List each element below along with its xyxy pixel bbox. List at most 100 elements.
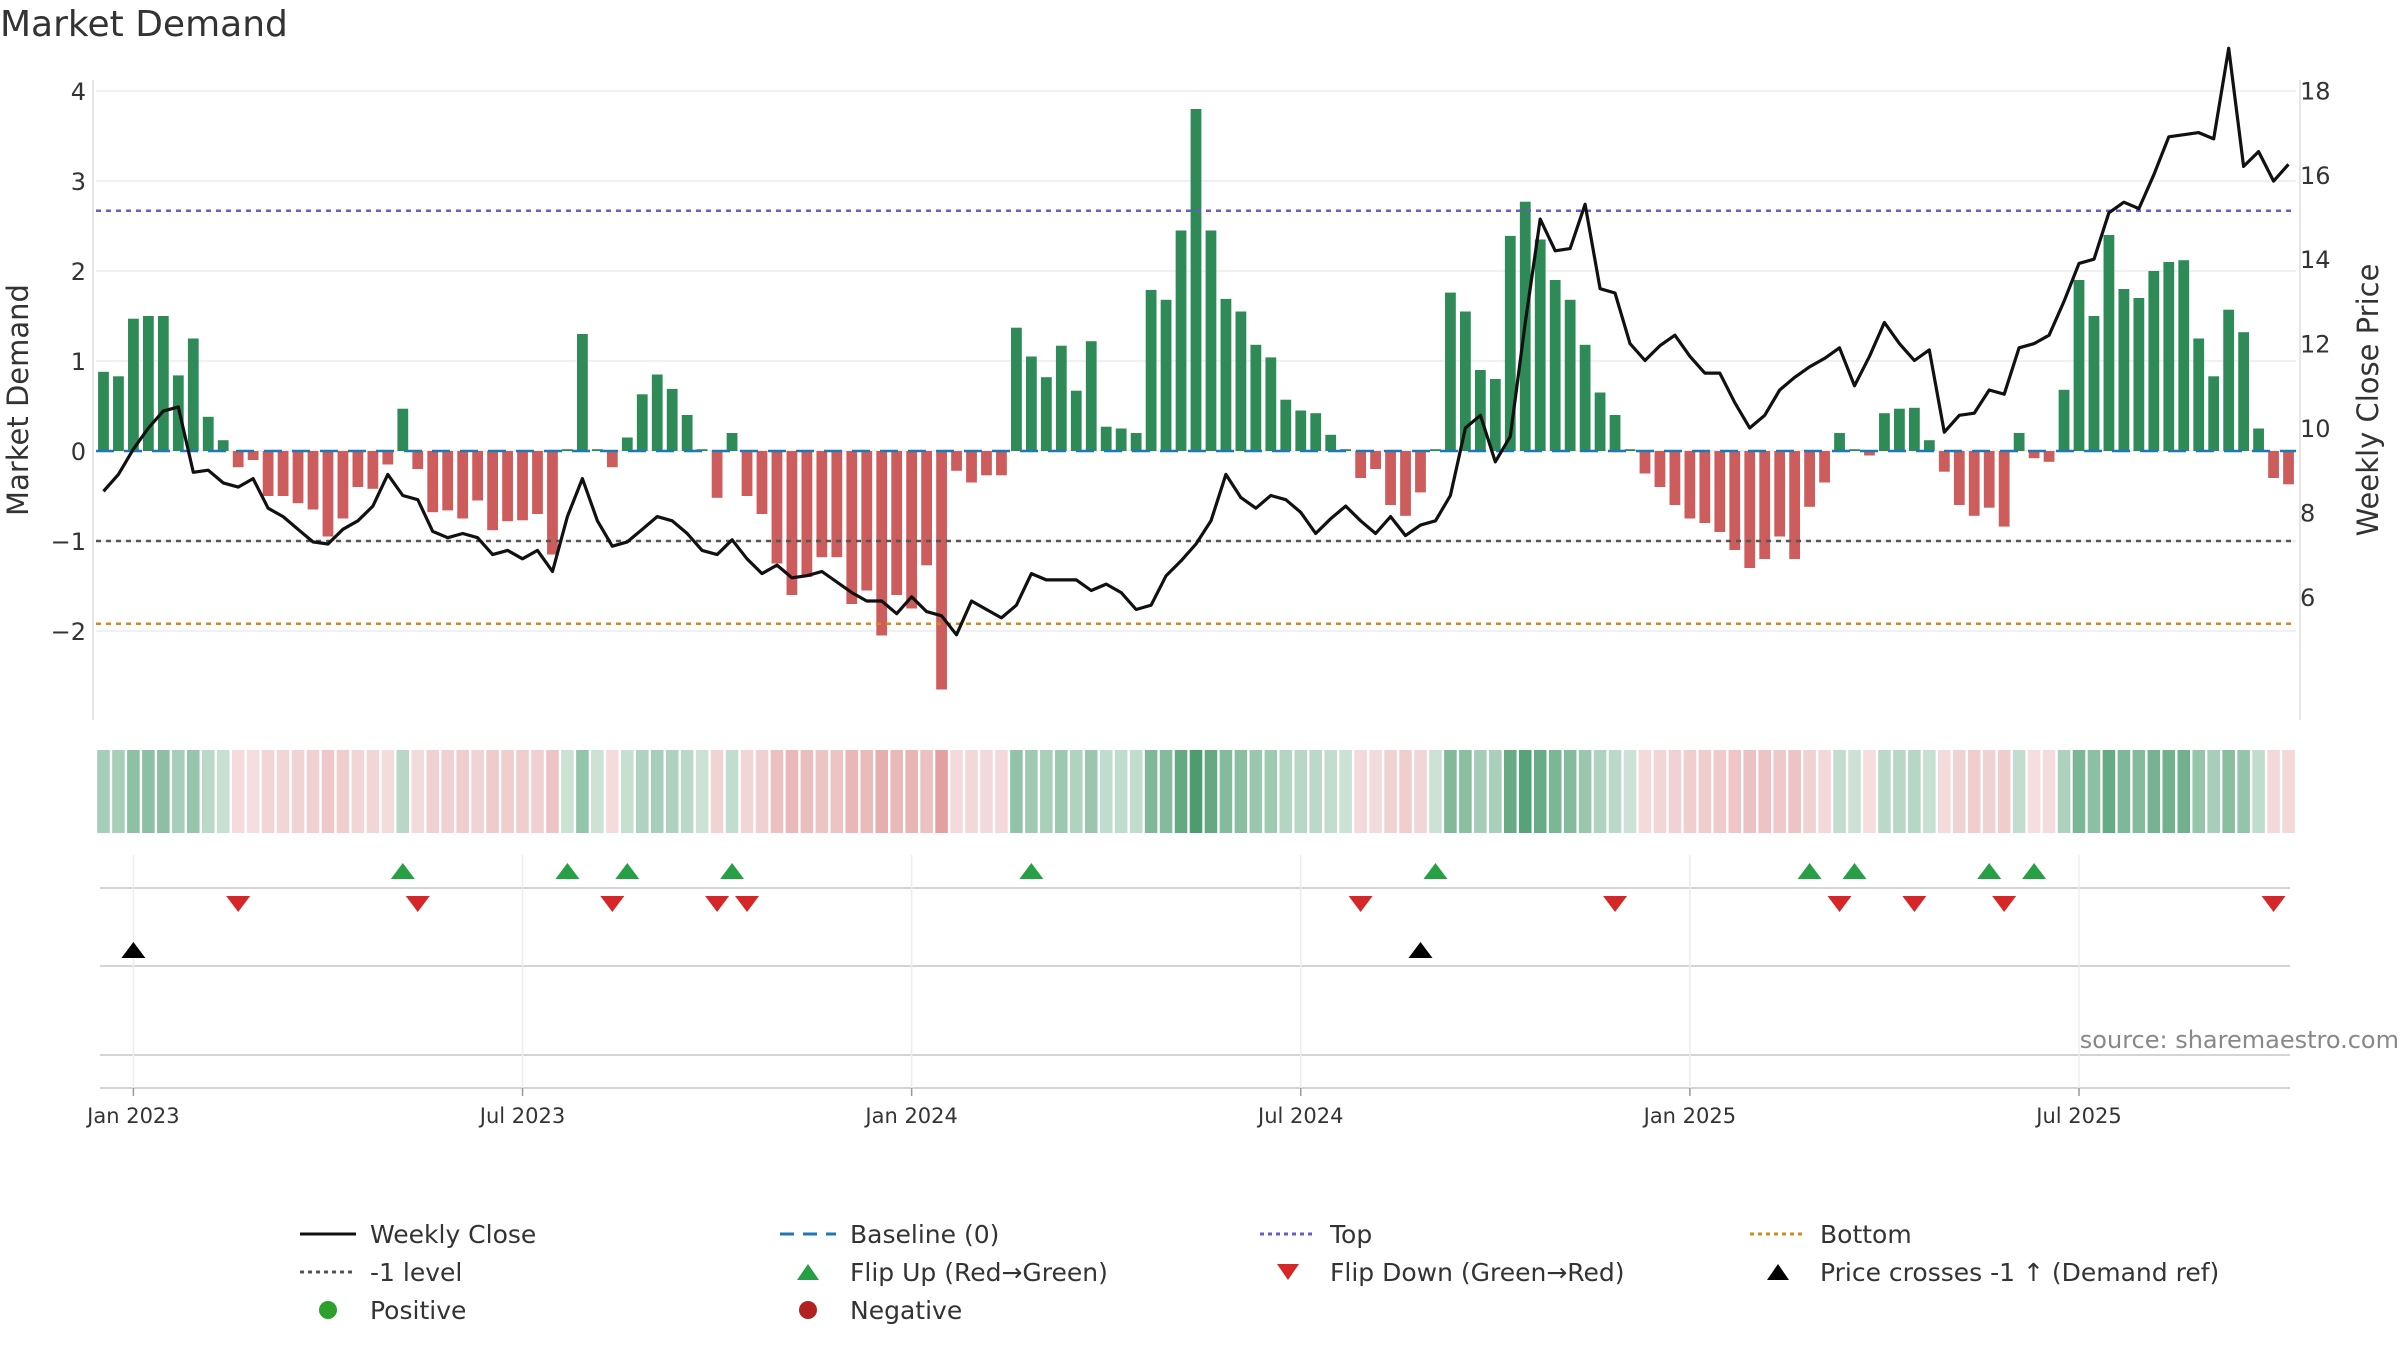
negative-demand-bar <box>891 451 903 595</box>
strip-cell-negative <box>426 750 440 833</box>
flip-up-marker <box>1842 863 1867 879</box>
strip-cell-positive <box>2087 750 2101 833</box>
negative-demand-bar <box>322 451 334 537</box>
negative-demand-bar <box>427 451 439 513</box>
strip-cell-positive <box>1249 750 1263 833</box>
negative-demand-bar <box>951 451 962 471</box>
legend-label: Flip Up (Red→Green) <box>850 1257 1108 1287</box>
negative-demand-bar <box>292 451 304 504</box>
source-credit: source: sharemaestro.com <box>2080 1026 2399 1054</box>
positive-demand-bar <box>1295 410 1307 451</box>
positive-demand-bar <box>2103 235 2115 451</box>
y2-tick-label: 16 <box>2300 162 2331 190</box>
strip-cell-negative <box>246 750 260 833</box>
legend-item: Positive <box>300 1292 466 1328</box>
strip-cell-negative <box>2282 750 2295 833</box>
negative-demand-bar <box>1804 451 1815 507</box>
strip-cell-positive <box>1279 750 1293 833</box>
strip-cell-positive <box>2072 750 2086 833</box>
strip-cell-negative <box>800 750 814 833</box>
strip-cell-negative <box>1713 750 1727 833</box>
negative-demand-bar <box>1669 451 1681 505</box>
y-tick-label: 2 <box>71 258 86 286</box>
strip-cell-positive <box>157 750 170 833</box>
flip-up-marker <box>720 863 745 879</box>
positive-demand-bar <box>202 416 214 451</box>
strip-cell-negative <box>411 750 425 833</box>
strip-cell-positive <box>665 750 679 833</box>
positive-demand-bar <box>1115 428 1127 451</box>
negative-demand-bar <box>1968 451 1980 516</box>
strip-cell-negative <box>1743 750 1757 833</box>
negative-demand-bar <box>921 451 932 566</box>
strip-cell-positive <box>1324 750 1337 833</box>
weekly-close-line <box>102 46 2290 637</box>
positive-demand-bar <box>217 440 229 451</box>
strip-cell-negative <box>935 750 948 833</box>
strip-cell-negative <box>965 750 978 833</box>
strip-cell-positive <box>1159 750 1173 833</box>
strip-cell-negative <box>516 750 529 833</box>
positive-demand-bar <box>1460 311 1471 451</box>
flip-up-marker <box>1977 863 2002 879</box>
strip-cell-negative <box>1683 750 1697 833</box>
positive-demand-bar <box>1564 299 1576 451</box>
negative-demand-bar <box>1639 451 1651 474</box>
strip-cell-negative <box>845 750 859 833</box>
positive-demand-bar <box>1923 440 1935 451</box>
positive-demand-bar <box>1235 311 1247 451</box>
negative-demand-bar <box>1699 451 1711 523</box>
strip-cell-negative <box>1967 750 1981 833</box>
strip-cell-positive <box>1908 750 1921 833</box>
strip-cell-negative <box>291 750 305 833</box>
strip-cell-positive <box>1144 750 1158 833</box>
flip-up-marker <box>390 863 415 879</box>
negative-demand-bar <box>1759 451 1771 559</box>
flip-down-marker <box>226 896 251 912</box>
positive-demand-bar <box>591 449 603 451</box>
legend-swatch <box>1277 1264 1299 1280</box>
strip-cell-negative <box>950 750 963 833</box>
strip-cell-negative <box>486 750 499 833</box>
strip-cell-positive <box>2222 750 2235 833</box>
positive-demand-bar <box>1908 407 1920 451</box>
strip-cell-positive <box>1459 750 1472 833</box>
legend-item: Bottom <box>1750 1216 1912 1252</box>
x-tick-label: Jan 2024 <box>863 1104 958 1128</box>
strip-cell-positive <box>1893 750 1906 833</box>
negative-demand-bar <box>1714 451 1726 532</box>
positive-demand-bar <box>128 318 139 451</box>
strip-cell-negative <box>785 750 799 833</box>
legend-item: Weekly Close <box>300 1216 536 1252</box>
demand-bars <box>98 109 2294 690</box>
negative-demand-bar <box>1729 451 1741 550</box>
strip-cell-negative <box>905 750 918 833</box>
negative-demand-bar <box>532 451 543 514</box>
negative-demand-bar <box>517 451 528 521</box>
negative-demand-bar <box>1355 451 1367 478</box>
negative-demand-bar <box>277 451 289 496</box>
strip-cell-negative <box>2027 750 2041 833</box>
y2-tick-label: 8 <box>2300 499 2315 527</box>
negative-demand-bar <box>367 451 379 489</box>
negative-demand-bar <box>442 451 454 511</box>
strip-cell-positive <box>576 750 589 833</box>
flip-down-marker <box>1348 896 1373 912</box>
x-tick-label: Jan 2025 <box>1642 1104 1737 1128</box>
flip-up-marker <box>1423 863 1448 879</box>
strip-cell-positive <box>2102 750 2116 833</box>
positive-demand-bar <box>1040 377 1052 451</box>
positive-demand-bar <box>1310 413 1322 451</box>
positive-demand-bar <box>1534 239 1546 451</box>
x-tick-label: Jan 2023 <box>85 1104 180 1128</box>
negative-demand-bar <box>1998 451 2010 527</box>
positive-demand-bar <box>1160 299 1172 451</box>
negative-demand-bar <box>457 451 469 519</box>
strip-cell-positive <box>2132 750 2146 833</box>
positive-demand-bar <box>1325 434 1337 451</box>
strip-cell-negative <box>606 750 619 833</box>
negative-demand-bar <box>1744 451 1756 568</box>
strip-cell-positive <box>1069 750 1083 833</box>
positive-demand-bar <box>1025 356 1037 451</box>
positive-demand-bar <box>2178 260 2190 451</box>
